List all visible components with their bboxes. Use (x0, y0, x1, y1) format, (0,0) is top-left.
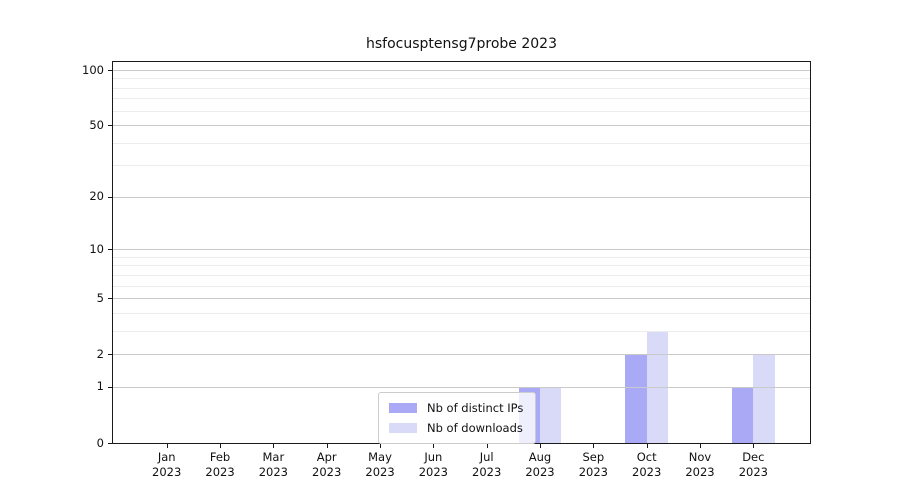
minor-gridline (113, 87, 810, 89)
x-tick-mark (593, 444, 595, 448)
major-gridline (113, 125, 810, 127)
y-tick-mark (108, 196, 112, 198)
x-tick-mark (326, 444, 328, 448)
y-tick-label: 5 (96, 290, 104, 305)
y-tick-mark (108, 125, 112, 127)
legend-label-distinct-ips: Nb of distinct IPs (427, 401, 524, 415)
minor-gridline (113, 330, 810, 332)
minor-gridline (113, 256, 810, 258)
y-tick-label: 100 (82, 62, 104, 77)
legend-entry-distinct-ips: Nb of distinct IPs (389, 401, 523, 415)
x-tick-mark (380, 444, 382, 448)
y-tick-mark (108, 70, 112, 71)
major-gridline (113, 386, 810, 388)
y-tick-label: 2 (96, 346, 104, 361)
minor-gridline (113, 285, 810, 287)
minor-gridline (113, 165, 810, 167)
y-tick-mark (108, 386, 112, 388)
x-tick-mark (540, 444, 541, 448)
y-tick-mark (108, 298, 112, 300)
x-tick-mark (220, 444, 222, 448)
minor-gridline (113, 265, 810, 267)
x-tick-mark (700, 444, 701, 448)
x-tick-label: Sep 2023 (578, 450, 608, 479)
x-tick-label: Nov 2023 (685, 450, 715, 479)
major-gridline (113, 70, 810, 71)
x-tick-label: Mar 2023 (258, 450, 288, 479)
minor-gridline (113, 110, 810, 112)
bar-dec-distinct-ips (731, 386, 754, 443)
x-tick-label: Aug 2023 (525, 450, 555, 479)
legend-label-downloads: Nb of downloads (427, 421, 523, 435)
bar-oct-distinct-ips (625, 354, 647, 443)
x-tick-mark (486, 444, 488, 448)
legend-swatch-downloads (389, 423, 417, 433)
legend-entry-downloads: Nb of downloads (389, 421, 523, 435)
x-tick-label: May 2023 (365, 450, 395, 479)
x-tick-mark (166, 444, 168, 448)
y-tick-label: 1 (96, 379, 104, 394)
x-tick-label: Apr 2023 (312, 450, 342, 479)
bar-aug-downloads (540, 386, 562, 443)
y-tick-label: 0 (96, 435, 104, 450)
y-tick-mark (108, 443, 112, 444)
minor-gridline (113, 142, 810, 144)
legend-swatch-distinct-ips (389, 403, 417, 413)
y-tick-mark (108, 354, 112, 356)
minor-gridline (113, 78, 810, 80)
legend: Nb of distinct IPs Nb of downloads (378, 392, 537, 444)
minor-gridline (113, 98, 810, 100)
x-tick-label: Jun 2023 (418, 450, 448, 479)
minor-gridline (113, 312, 810, 314)
major-gridline (113, 298, 810, 300)
x-tick-label: Jan 2023 (152, 450, 182, 479)
x-tick-mark (433, 444, 435, 448)
y-tick-label: 10 (89, 241, 104, 256)
y-tick-label: 20 (89, 189, 104, 204)
major-gridline (113, 354, 810, 356)
major-gridline (113, 196, 810, 198)
x-tick-label: Jul 2023 (472, 450, 502, 479)
x-tick-mark (273, 444, 275, 448)
y-tick-mark (108, 249, 112, 251)
x-tick-mark (646, 444, 648, 448)
y-tick-label: 50 (89, 117, 104, 132)
x-tick-mark (753, 444, 755, 448)
chart-title: hsfocusptensg7probe 2023 (366, 36, 557, 52)
minor-gridline (113, 274, 810, 276)
x-tick-label: Oct 2023 (632, 450, 662, 479)
major-gridline (113, 249, 810, 251)
x-tick-label: Dec 2023 (738, 450, 768, 479)
x-tick-label: Feb 2023 (205, 450, 235, 479)
bar-dec-downloads (753, 354, 775, 443)
